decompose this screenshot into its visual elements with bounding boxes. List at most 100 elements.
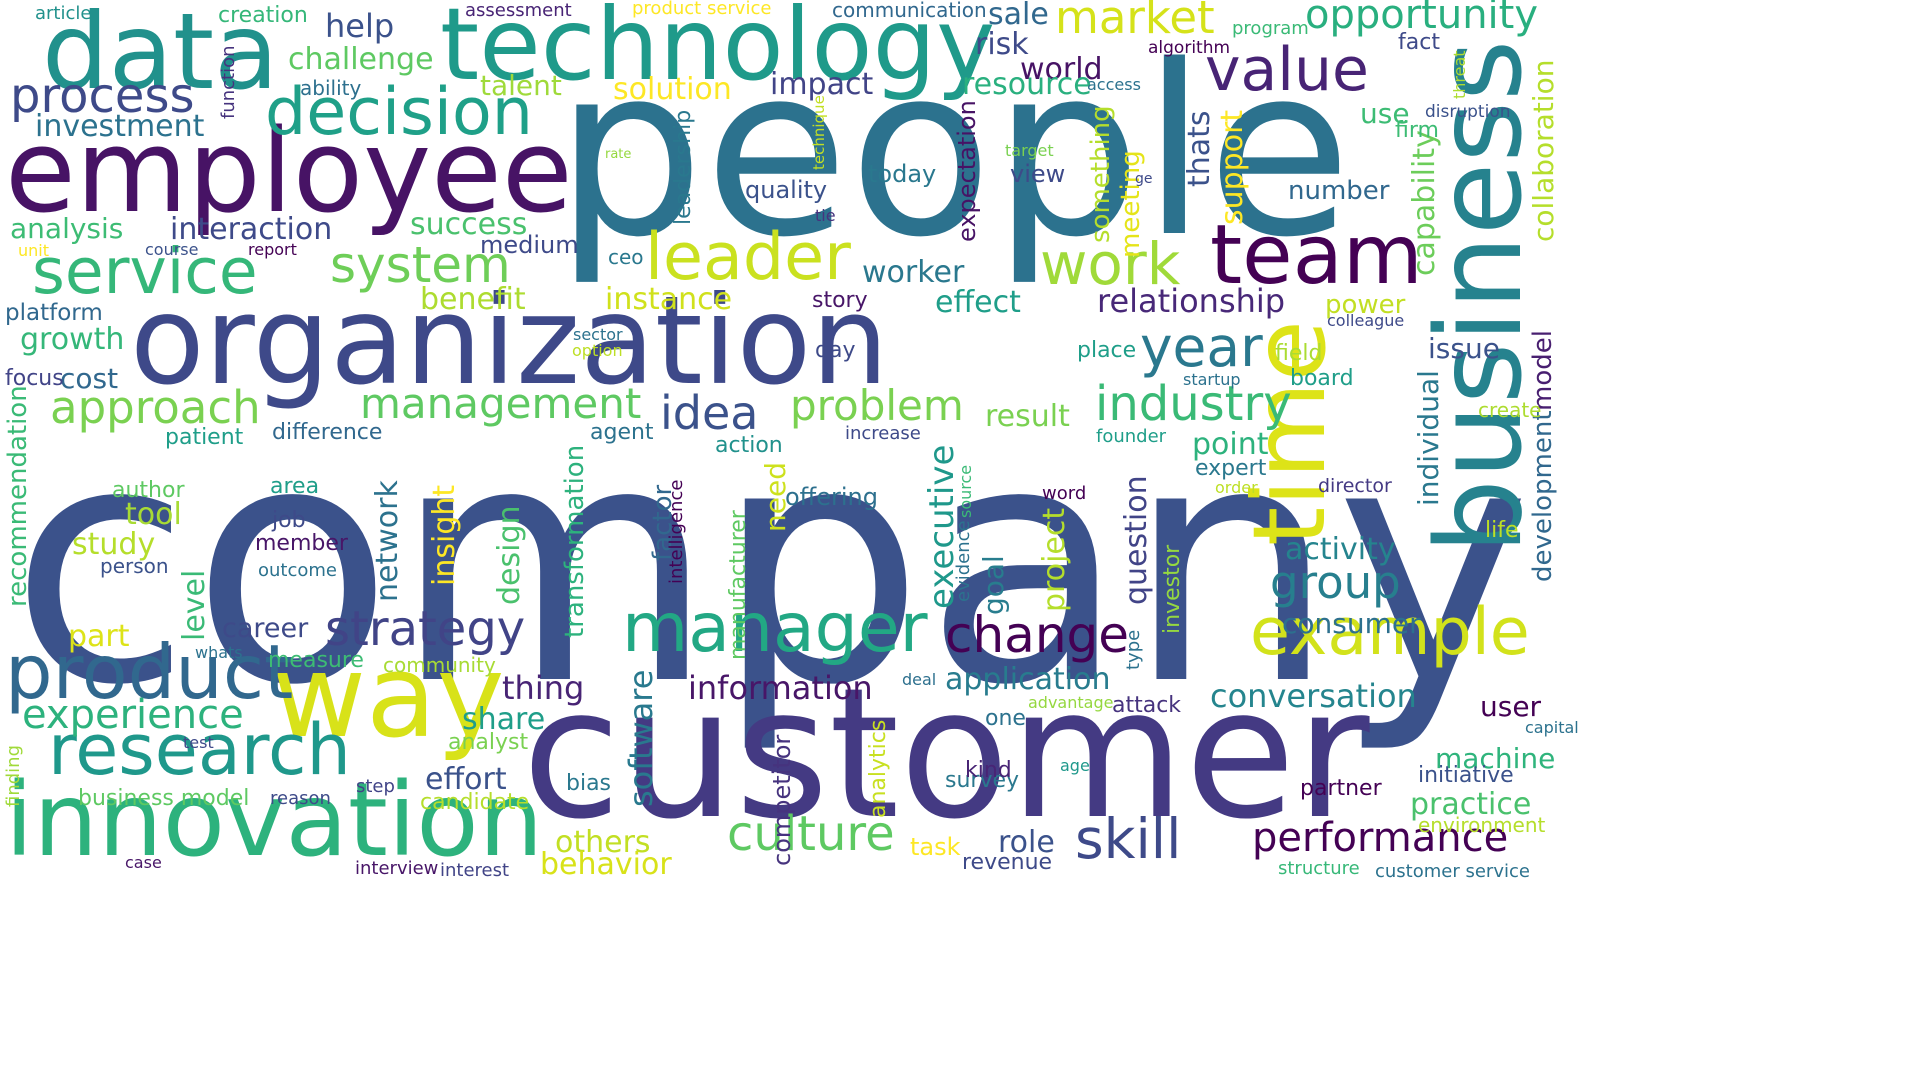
word-study: study bbox=[72, 527, 156, 562]
word-increase: increase bbox=[845, 423, 921, 444]
word-success: success bbox=[410, 207, 528, 242]
word-decision: decision bbox=[265, 75, 533, 150]
word-market: market bbox=[1055, 0, 1215, 44]
word-growth: growth bbox=[20, 322, 125, 357]
word-ceo: ceo bbox=[608, 245, 644, 269]
word-change: change bbox=[945, 606, 1130, 664]
word-ability: ability bbox=[300, 76, 362, 100]
word-transformation: transformation bbox=[560, 444, 590, 638]
word-conversation: conversation bbox=[1210, 677, 1417, 715]
word-bias: bias bbox=[566, 771, 612, 796]
word-analysis: analysis bbox=[10, 212, 124, 245]
word-challenge: challenge bbox=[288, 42, 434, 77]
word-age: age bbox=[1060, 756, 1090, 775]
word-data: data bbox=[42, 0, 279, 113]
word-insight: insight bbox=[427, 484, 462, 586]
word-one: one bbox=[985, 706, 1026, 731]
word-outcome: outcome bbox=[258, 560, 337, 581]
word-role: role bbox=[998, 825, 1055, 860]
word-problem: problem bbox=[790, 381, 964, 430]
word-information: information bbox=[688, 669, 873, 707]
word-something: something bbox=[1086, 105, 1116, 243]
word-order: order bbox=[1215, 478, 1258, 497]
word-fact: fact bbox=[1398, 30, 1440, 55]
word-founder: founder bbox=[1096, 426, 1167, 447]
word-interest: interest bbox=[440, 860, 510, 881]
word-relationship: relationship bbox=[1097, 282, 1286, 320]
word-environment: environment bbox=[1418, 813, 1546, 837]
word-machine: machine bbox=[1435, 742, 1556, 775]
word-software: software bbox=[622, 669, 660, 807]
word-director: director bbox=[1318, 475, 1392, 497]
word-collaboration: collaboration bbox=[1527, 59, 1560, 242]
word-technology: technology bbox=[440, 0, 996, 103]
word-tie: tie bbox=[815, 206, 836, 225]
word-author: author bbox=[112, 478, 185, 503]
word-analytics: analytics bbox=[866, 719, 891, 818]
word-tool: tool bbox=[125, 497, 182, 532]
word-point: point bbox=[1192, 427, 1269, 462]
word-value: value bbox=[1205, 35, 1369, 105]
word-sale: sale bbox=[988, 0, 1049, 32]
word-manager: manager bbox=[622, 589, 928, 668]
word-expert: expert bbox=[1195, 456, 1267, 481]
word-product-service: product service bbox=[632, 0, 772, 19]
word-survey: survey bbox=[945, 768, 1020, 793]
word-question: question bbox=[1119, 475, 1154, 605]
word-source: source bbox=[956, 464, 975, 518]
word-area: area bbox=[270, 474, 320, 499]
word-interaction: interaction bbox=[170, 212, 333, 247]
word-reason: reason bbox=[270, 788, 331, 809]
word-benefit: benefit bbox=[420, 282, 526, 317]
word-application: application bbox=[945, 662, 1111, 697]
word-deal: deal bbox=[902, 670, 937, 689]
word-practice: practice bbox=[1410, 787, 1532, 822]
word-user: user bbox=[1480, 690, 1542, 723]
word-opportunity: opportunity bbox=[1305, 0, 1539, 38]
word-task: task bbox=[910, 833, 961, 861]
word-business-model: business model bbox=[78, 786, 250, 811]
word-help: help bbox=[325, 7, 395, 45]
word-support: support bbox=[1215, 109, 1250, 225]
word-view: view bbox=[1010, 160, 1066, 188]
word-whats: whats bbox=[195, 643, 243, 662]
word-assessment: assessment bbox=[465, 0, 572, 21]
word-others: others bbox=[555, 825, 651, 860]
word-design: design bbox=[492, 505, 527, 605]
word-development: development bbox=[1528, 410, 1558, 582]
word-approach: approach bbox=[50, 381, 261, 434]
word-interview: interview bbox=[355, 858, 439, 879]
word-medium: medium bbox=[480, 231, 579, 259]
word-case: case bbox=[125, 853, 162, 872]
word-job: job bbox=[272, 508, 306, 533]
word-network: network bbox=[370, 480, 405, 602]
word-number: number bbox=[1288, 176, 1390, 206]
word-candidate: candidate bbox=[420, 790, 530, 815]
word-world: world bbox=[1020, 52, 1103, 87]
word-people: people bbox=[555, 16, 1352, 289]
word-level: level bbox=[177, 569, 212, 641]
word-structure: structure bbox=[1278, 858, 1360, 879]
word-effect: effect bbox=[935, 285, 1021, 320]
word-meeting: meeting bbox=[1116, 150, 1146, 258]
word-creation: creation bbox=[218, 3, 308, 28]
word-platform: platform bbox=[5, 300, 103, 326]
word-power: power bbox=[1325, 290, 1406, 320]
word-part: part bbox=[68, 619, 130, 654]
word-test: test bbox=[183, 733, 214, 752]
word-attack: attack bbox=[1112, 693, 1182, 718]
word-result: result bbox=[985, 399, 1070, 434]
word-work: work bbox=[1040, 230, 1181, 298]
word-member: member bbox=[255, 531, 348, 556]
word-disruption: disruption bbox=[1425, 102, 1511, 122]
word-thats: thats bbox=[1182, 110, 1217, 187]
word-experience: experience bbox=[22, 692, 244, 738]
word-recommendation: recommendation bbox=[3, 385, 33, 607]
word-activity: activity bbox=[1285, 532, 1396, 567]
word-kind: kind bbox=[965, 758, 1012, 783]
word-instance: instance bbox=[605, 282, 733, 317]
word-behavior: behavior bbox=[540, 847, 672, 882]
word-board: board bbox=[1290, 366, 1354, 391]
word-year: year bbox=[1140, 315, 1263, 379]
word-colleague: colleague bbox=[1327, 311, 1405, 330]
